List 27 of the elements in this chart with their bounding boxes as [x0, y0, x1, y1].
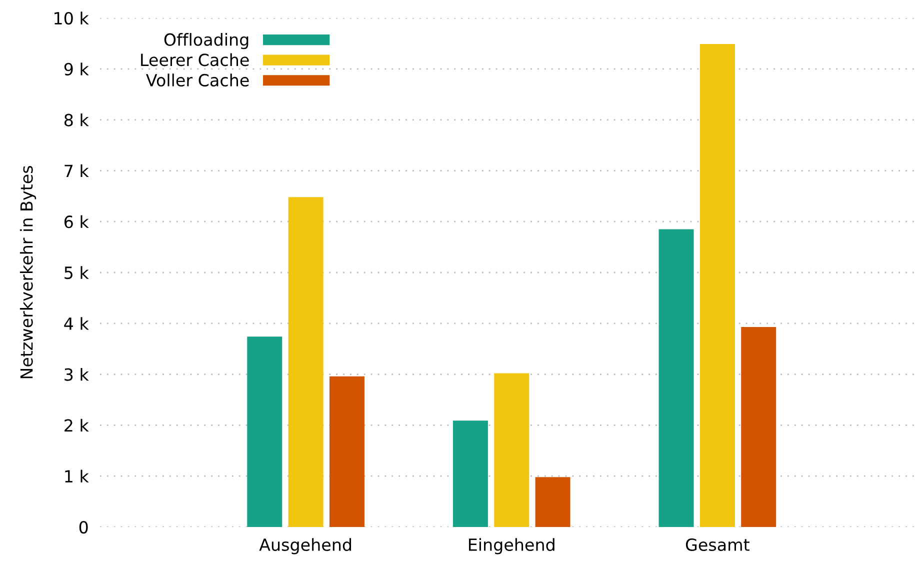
y-tick-label: 9 k: [64, 62, 89, 76]
bar: [741, 326, 776, 527]
y-tick-label: 4 k: [64, 317, 89, 330]
legend-label: Offloading: [164, 33, 248, 50]
bar: [700, 44, 735, 527]
x-tick-label: Eingehend: [468, 538, 554, 554]
x-tick-label: Ausgehend: [259, 538, 352, 554]
x-tick-label: Gesamt: [686, 538, 750, 552]
legend-label: Voller Cache: [146, 74, 249, 86]
legend-label: Leerer Cache: [141, 53, 249, 66]
y-tick-label: 3 k: [64, 368, 89, 381]
bar: [329, 376, 364, 527]
y-tick-label: 10 k: [54, 12, 89, 25]
y-tick-label: 2 k: [64, 418, 89, 432]
bar: [658, 229, 694, 527]
bar: [288, 197, 324, 527]
bar: [452, 420, 488, 527]
bar: [535, 477, 570, 527]
y-tick-label: 1 k: [65, 470, 89, 482]
y-tick-label: 0: [79, 520, 88, 534]
y-axis-title: Netzwerkverkehr in Bytes: [20, 166, 36, 378]
y-tick-label: 8 k: [64, 113, 89, 126]
y-tick-label: 6 k: [64, 215, 89, 228]
y-tick-label: 7 k: [64, 164, 89, 178]
bar: [247, 336, 282, 527]
y-tick-label: 5 k: [64, 266, 89, 280]
bar: [494, 373, 530, 527]
